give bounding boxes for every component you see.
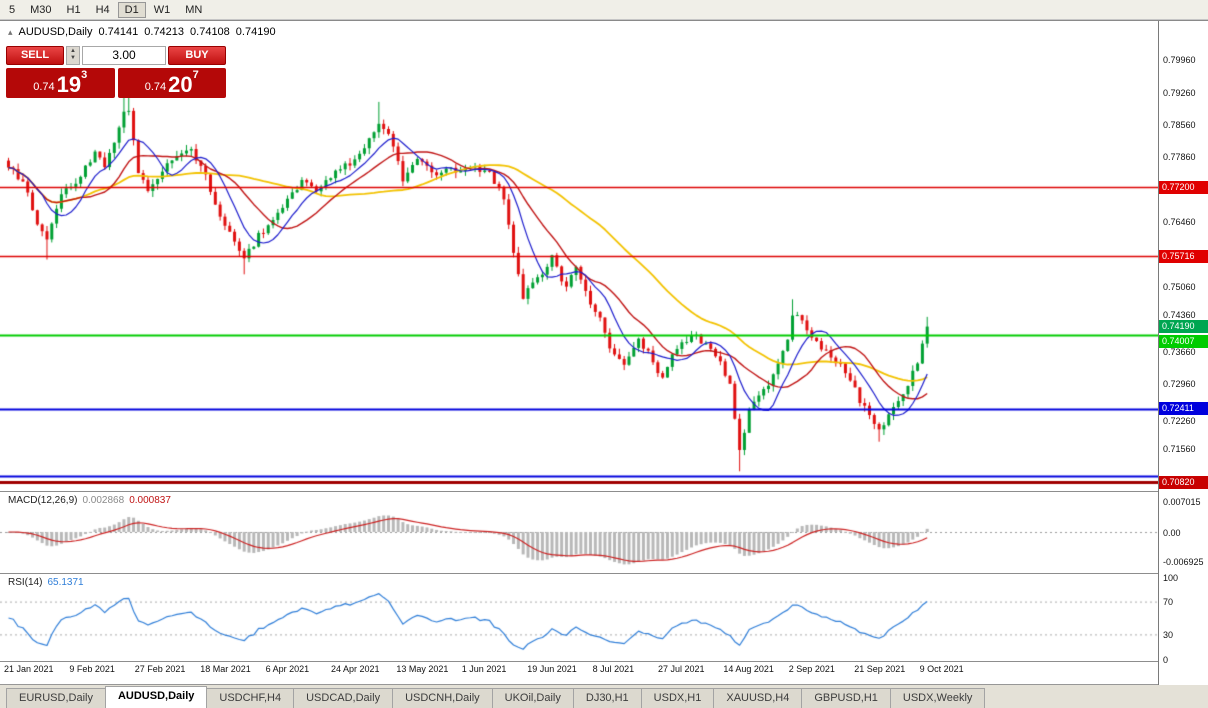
chart-tab-dj30-h1[interactable]: DJ30,H1 [572,688,642,708]
price-tag-0.70820: 0.70820 [1159,475,1208,489]
price-tick: 0.76460 [1163,217,1196,228]
date-label: 18 Mar 2021 [200,664,251,674]
macd-value: 0.002868 [82,495,125,506]
buy-price-pips: 20 [168,72,193,97]
chart-tab-usdcnh-daily[interactable]: USDCNH,Daily [392,688,493,708]
timeframe-button-mn[interactable]: MN [185,3,203,16]
date-label: 9 Feb 2021 [69,664,115,674]
timeframe-button-d1[interactable]: D1 [117,1,146,18]
chart-tab-usdchf-h4[interactable]: USDCHF,H4 [206,688,295,708]
timeframe-toolbar: 5 M30 H1 H4 D1 W1 MN [0,0,1208,20]
chart-tabbar: EURUSD,Daily AUDUSD,Daily USDCHF,H4 USDCAD,… [0,684,1208,708]
sell-price-base: 0.74 [33,81,55,93]
date-label: 27 Feb 2021 [134,664,186,674]
date-label: 19 Jun 2021 [527,664,577,674]
sell-price-fraction: 3 [81,69,88,81]
volume-input[interactable]: 3.00 [82,45,166,65]
ohlc-open: 0.74141 [98,26,139,38]
macd-indicator-label: MACD(12,26,9) 0.002868 0.000837 [8,495,171,506]
price-tick: 0.75060 [1163,281,1196,292]
price-tick: 0.77860 [1163,152,1196,163]
macd-title: MACD(12,26,9) [8,495,78,506]
price-tag-0.72411: 0.72411 [1159,402,1208,416]
date-label: 9 Oct 2021 [919,664,964,674]
price-tick: 0.72260 [1163,416,1196,427]
rsi-tick: 70 [1163,597,1174,608]
timeframe-button-m30[interactable]: M30 [30,3,52,16]
price-tick: 0.79260 [1163,87,1196,98]
rsi-indicator-label: RSI(14) 65.1371 [8,577,84,588]
date-label: 27 Jul 2021 [658,664,705,674]
price-tick: 0.71560 [1163,443,1196,454]
sell-price-pips: 19 [56,72,82,97]
date-label: 2 Sep 2021 [788,664,835,674]
price-tag-0.74190: 0.74190 [1159,320,1208,334]
sell-price-display[interactable]: 0.74 19 3 [6,68,115,98]
buy-price-base: 0.74 [144,81,167,93]
time-axis[interactable]: 21 Jan 2021 9 Feb 2021 27 Feb 2021 18 Mar 2… [0,662,1158,680]
chart-symbol-title: AUDUSD,Daily [18,26,93,38]
one-click-trading-panel: SELL ▲ ▼ 3.00 BUY 0.74 19 3 0.74 20 7 [6,45,226,98]
sell-button[interactable]: SELL [6,45,64,65]
chart-window: ▴ AUDUSD,Daily 0.74141 0.74213 0.74108 0… [0,20,1208,685]
date-label: 21 Sep 2021 [854,664,906,674]
volume-down-icon[interactable]: ▼ [70,55,76,61]
date-label: 6 Apr 2021 [265,664,310,674]
date-label: 1 Jun 2021 [461,664,507,674]
price-tick: 0.74360 [1163,310,1196,321]
macd-signal-value: 0.000837 [129,495,171,506]
chart-tab-usdx-weekly[interactable]: USDX,Weekly [889,688,986,708]
date-label: 13 May 2021 [396,664,449,674]
chart-tab-ukoil-daily[interactable]: UKOil,Daily [491,688,574,708]
date-label: 24 Apr 2021 [331,664,380,674]
timeframe-button-h1[interactable]: H1 [66,3,81,16]
chart-tab-eurusd-daily[interactable]: EURUSD,Daily [6,688,106,708]
buy-button[interactable]: BUY [168,45,226,65]
buy-price-fraction: 7 [192,69,199,81]
timeframe-button-5[interactable]: 5 [9,3,16,16]
macd-tick: -0.006925 [1163,557,1204,568]
chart-header: ▴ AUDUSD,Daily 0.74141 0.74213 0.74108 0… [8,26,276,38]
volume-stepper[interactable]: ▲ ▼ [66,45,80,65]
price-chart-canvas[interactable] [0,21,1158,685]
volume-up-icon[interactable]: ▲ [70,48,76,54]
date-label: 8 Jul 2021 [592,664,635,674]
chart-tab-usdx-h1[interactable]: USDX,H1 [640,688,715,708]
price-axis[interactable]: 0.79960 0.79260 0.78560 0.77860 0.76460 0.750… [1158,21,1208,685]
pane-divider-rsi[interactable] [0,573,1208,574]
ohlc-low: 0.74108 [190,26,230,38]
chart-tab-xauusd-h4[interactable]: XAUUSD,H4 [713,688,803,708]
ohlc-close: 0.74190 [235,26,276,38]
rsi-title: RSI(14) [8,577,43,588]
rsi-value: 65.1371 [47,577,84,588]
pane-divider-macd[interactable] [0,491,1208,492]
chart-marker-icon: ▴ [8,26,13,37]
date-label: 14 Aug 2021 [723,664,774,674]
price-tag-0.74007: 0.74007 [1159,334,1208,348]
price-tick: 0.78560 [1163,120,1196,131]
chart-tab-usdcad-daily[interactable]: USDCAD,Daily [293,688,394,708]
pane-divider-timeaxis [0,661,1208,662]
timeframe-button-h4[interactable]: H4 [95,3,110,16]
rsi-tick: 100 [1163,572,1179,583]
buy-price-display[interactable]: 0.74 20 7 [117,68,226,98]
price-tick: 0.79960 [1163,55,1196,66]
price-tick: 0.73660 [1163,346,1196,357]
date-label: 21 Jan 2021 [4,664,54,674]
chart-tab-audusd-daily[interactable]: AUDUSD,Daily [104,686,208,708]
ohlc-high: 0.74213 [144,26,185,38]
price-tag-0.75716: 0.75716 [1159,249,1208,263]
macd-tick: 0.00 [1163,527,1181,538]
price-tick: 0.72960 [1163,378,1196,389]
macd-tick: 0.007015 [1163,497,1201,508]
rsi-tick: 30 [1163,629,1174,640]
rsi-tick: 0 [1163,654,1169,665]
price-tag-0.77200: 0.77200 [1159,180,1208,194]
timeframe-button-w1[interactable]: W1 [153,3,171,16]
chart-tab-gbpusd-h1[interactable]: GBPUSD,H1 [801,688,891,708]
